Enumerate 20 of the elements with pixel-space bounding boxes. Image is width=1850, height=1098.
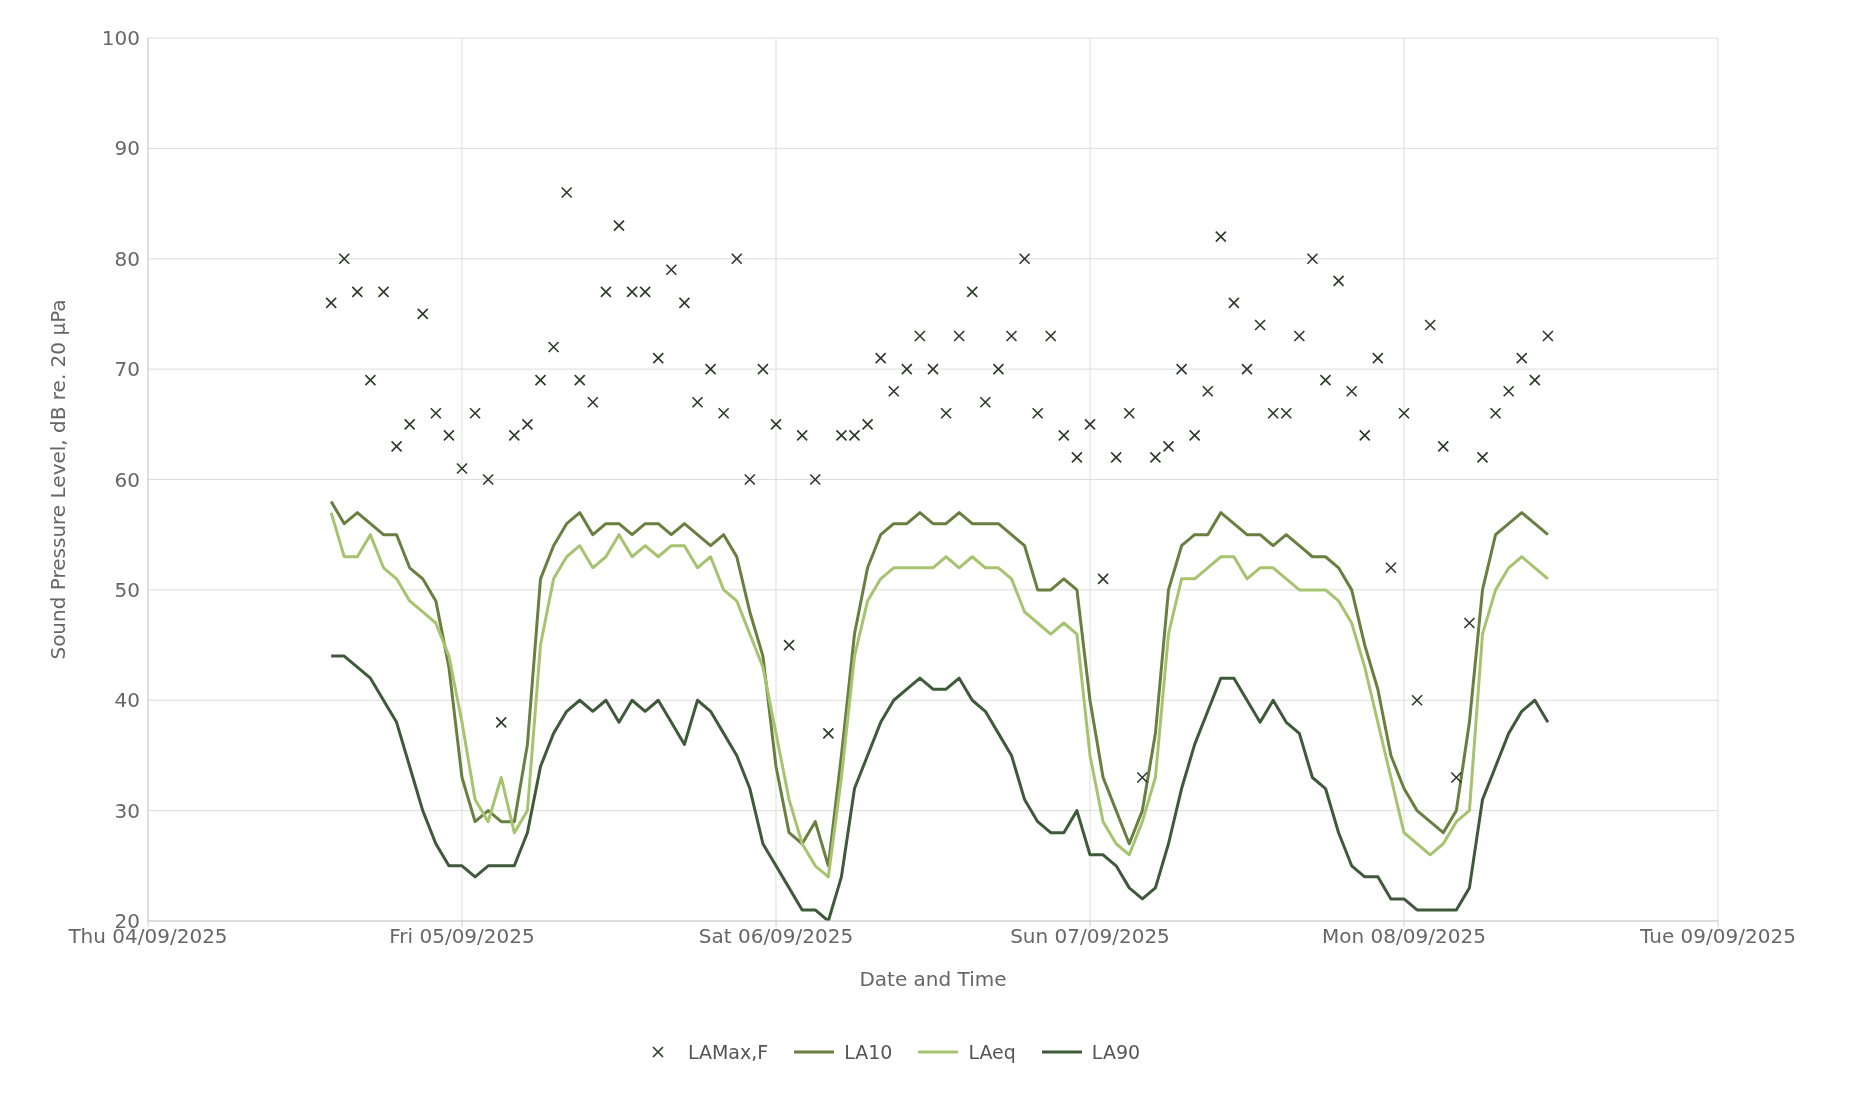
y-tick-label: 100 xyxy=(101,26,140,51)
x-axis-title: Date and Time xyxy=(859,967,1007,991)
y-tick-label: 90 xyxy=(114,136,140,161)
x-tick-label: Sat 06/09/2025 xyxy=(698,924,854,949)
y-tick-label: 60 xyxy=(114,467,140,492)
y-tick-label: 40 xyxy=(114,688,140,713)
line-series xyxy=(329,654,1550,921)
legend-label: LAeq xyxy=(968,1041,1016,1063)
y-tick-label: 80 xyxy=(114,246,140,271)
x-tick-label: Fri 05/09/2025 xyxy=(389,924,535,949)
legend-label: LAMax,F xyxy=(687,1041,769,1063)
legend-label: LA90 xyxy=(1091,1041,1141,1063)
y-tick-label: 70 xyxy=(114,357,140,382)
y-tick-label: 30 xyxy=(114,798,140,823)
legend-label: LA10 xyxy=(844,1041,893,1063)
x-tick-label: Tue 09/09/2025 xyxy=(1639,924,1796,949)
y-axis-title: Sound Pressure Level, dB re. 20 µPa xyxy=(46,299,71,660)
x-tick-label: Sun 07/09/2025 xyxy=(1010,924,1170,949)
y-tick-label: 50 xyxy=(114,577,140,602)
x-tick-label: Mon 08/09/2025 xyxy=(1322,924,1486,949)
